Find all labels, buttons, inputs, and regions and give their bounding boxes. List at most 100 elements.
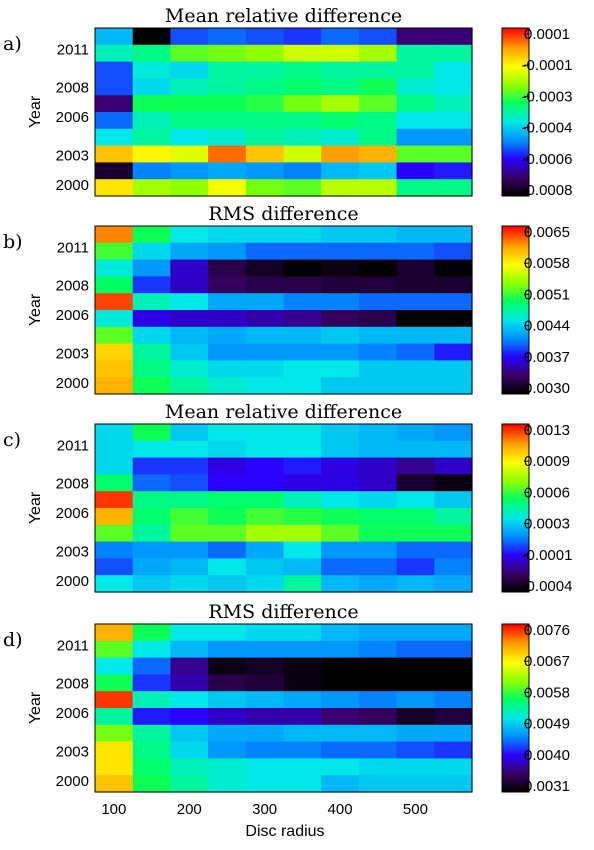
heatmap-cell bbox=[321, 758, 360, 776]
heatmap-cell bbox=[321, 524, 360, 543]
heatmap-cell bbox=[434, 276, 473, 294]
heatmap-cell bbox=[208, 242, 247, 261]
heatmap-cell bbox=[321, 44, 360, 63]
heatmap-cell bbox=[321, 326, 360, 345]
x-tick-label: 100 bbox=[101, 801, 126, 818]
heatmap-cell bbox=[132, 624, 171, 642]
colorbar-tick-label: 0.0030 bbox=[524, 380, 570, 397]
heatmap-cell bbox=[95, 95, 134, 113]
heatmap-cell bbox=[170, 360, 209, 378]
heatmap-cell bbox=[358, 259, 398, 277]
heatmap-cell bbox=[95, 162, 134, 180]
heatmap-cell bbox=[245, 508, 285, 526]
heatmap-cell bbox=[283, 226, 322, 244]
heatmap-cell bbox=[95, 657, 134, 675]
heatmap-cell bbox=[170, 112, 209, 130]
heatmap-cell bbox=[283, 474, 322, 492]
heatmap-cell bbox=[358, 758, 398, 776]
heatmap-cell bbox=[358, 657, 398, 675]
heatmap-cell bbox=[321, 377, 360, 395]
heatmap-cell bbox=[396, 360, 435, 378]
heatmap-cell bbox=[95, 741, 134, 759]
heatmap-cell bbox=[95, 242, 134, 261]
heatmap-cell bbox=[170, 242, 209, 261]
heatmap-cell bbox=[358, 343, 398, 361]
heatmap-cell bbox=[283, 377, 322, 395]
heatmap-cell bbox=[283, 674, 322, 692]
heatmap-cell bbox=[434, 491, 473, 509]
heatmap-cell bbox=[170, 162, 209, 180]
colorbar bbox=[501, 423, 530, 593]
heatmap-cell bbox=[321, 310, 360, 328]
heatmap-cell bbox=[245, 775, 285, 793]
heatmap-cell bbox=[170, 491, 209, 509]
heatmap-cell bbox=[283, 179, 322, 197]
heatmap-cell bbox=[396, 508, 435, 526]
heatmap-cell bbox=[434, 657, 473, 675]
heatmap-cell bbox=[283, 440, 322, 459]
heatmap-cell bbox=[358, 162, 398, 180]
heatmap-cell bbox=[245, 293, 285, 311]
heatmap-cell bbox=[434, 691, 473, 709]
heatmap-cell bbox=[170, 657, 209, 675]
heatmap-cell bbox=[95, 440, 134, 459]
heatmap-cell bbox=[434, 95, 473, 113]
heatmap-cell bbox=[434, 440, 473, 459]
heatmap-cell bbox=[208, 724, 247, 743]
heatmap-cell bbox=[321, 491, 360, 509]
heatmap-cell bbox=[396, 424, 435, 442]
heatmap-cell bbox=[132, 724, 171, 743]
heatmap-cell bbox=[396, 226, 435, 244]
heatmap-cell bbox=[170, 343, 209, 361]
heatmap-cell bbox=[396, 624, 435, 642]
heatmap-cell bbox=[396, 541, 435, 559]
y-tick-label: 2008 bbox=[56, 676, 89, 693]
heatmap-cell bbox=[170, 259, 209, 277]
panel-label: b) bbox=[3, 231, 23, 253]
heatmap-cell bbox=[95, 145, 134, 163]
y-tick-label: 2008 bbox=[56, 476, 89, 493]
heatmap-cell bbox=[434, 708, 473, 726]
heatmap-cell bbox=[132, 276, 171, 294]
colorbar-tick-label: 0.0076 bbox=[524, 622, 570, 639]
heatmap-cell bbox=[434, 293, 473, 311]
heatmap-cell bbox=[170, 78, 209, 96]
heatmap-cell bbox=[245, 724, 285, 743]
heatmap-cell bbox=[170, 524, 209, 543]
heatmap-cell bbox=[132, 575, 171, 593]
panel-title: Mean relative difference bbox=[165, 401, 402, 423]
heatmap-cell bbox=[358, 242, 398, 261]
heatmap-cell bbox=[321, 657, 360, 675]
heatmap-cell bbox=[396, 640, 435, 659]
heatmap-cell bbox=[434, 457, 473, 475]
panel-label: d) bbox=[3, 629, 23, 651]
heatmap-cell bbox=[283, 326, 322, 345]
heatmap-cell bbox=[208, 259, 247, 277]
heatmap-cell bbox=[434, 310, 473, 328]
heatmap-cell bbox=[321, 558, 360, 576]
heatmap-cell bbox=[95, 424, 134, 442]
heatmap-cell bbox=[396, 474, 435, 492]
heatmap-cell bbox=[358, 128, 398, 147]
heatmap-cell bbox=[358, 524, 398, 543]
panel-label: a) bbox=[3, 33, 22, 55]
heatmap-cell bbox=[208, 708, 247, 726]
heatmap-cell bbox=[283, 640, 322, 659]
heatmap-cell bbox=[321, 674, 360, 692]
colorbar-tick-label: -0.0003 bbox=[522, 88, 573, 105]
heatmap-cell bbox=[95, 758, 134, 776]
heatmap-cell bbox=[245, 360, 285, 378]
heatmap-cell bbox=[396, 128, 435, 147]
heatmap-cell bbox=[132, 145, 171, 163]
x-tick-label: 300 bbox=[252, 801, 277, 818]
heatmap-cell bbox=[321, 28, 360, 46]
heatmap-cell bbox=[434, 724, 473, 743]
heatmap-cell bbox=[208, 78, 247, 96]
heatmap-cell bbox=[95, 112, 134, 130]
heatmap-cell bbox=[245, 440, 285, 459]
heatmap-cell bbox=[170, 775, 209, 793]
heatmap-cell bbox=[95, 128, 134, 147]
heatmap-cell bbox=[245, 128, 285, 147]
heatmap-cell bbox=[208, 44, 247, 63]
heatmap-cell bbox=[95, 293, 134, 311]
